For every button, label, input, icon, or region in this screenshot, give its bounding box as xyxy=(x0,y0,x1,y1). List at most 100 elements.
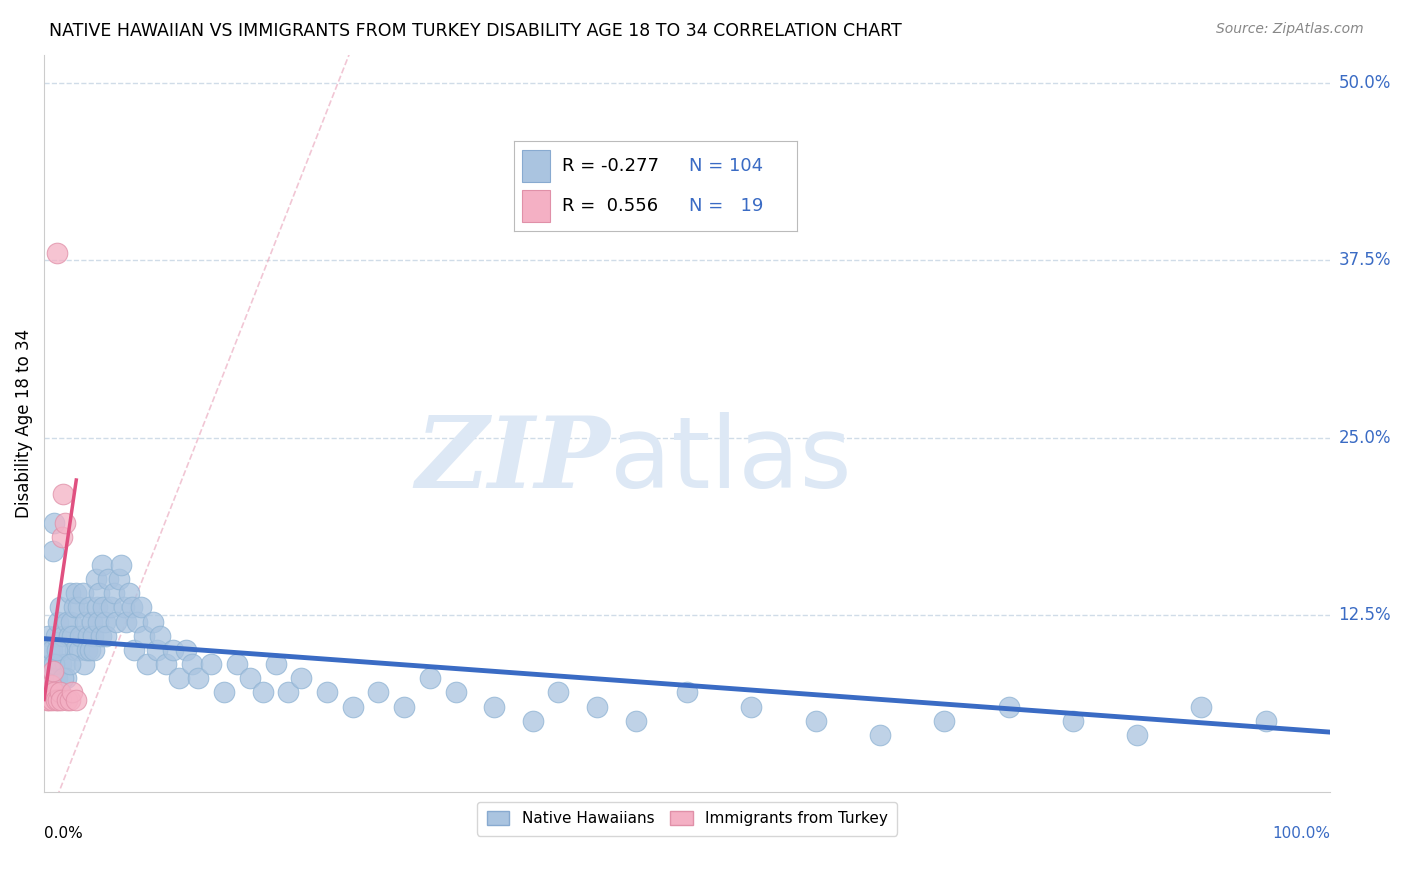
Point xyxy=(239,671,262,685)
Point xyxy=(136,657,159,672)
Point xyxy=(122,643,145,657)
Point xyxy=(162,643,184,657)
Point xyxy=(52,671,75,685)
Point xyxy=(58,629,80,643)
Point xyxy=(121,600,143,615)
Point xyxy=(676,685,699,699)
Point xyxy=(1191,699,1213,714)
Point xyxy=(42,664,65,678)
Point xyxy=(91,558,114,572)
Point xyxy=(84,572,107,586)
Point xyxy=(167,671,190,685)
Point xyxy=(53,657,76,672)
Point xyxy=(97,572,120,586)
Point xyxy=(60,629,83,643)
Point xyxy=(93,615,115,629)
Point xyxy=(53,516,76,530)
Point xyxy=(212,685,235,699)
Point xyxy=(49,692,72,706)
Point xyxy=(181,657,204,672)
Point xyxy=(277,685,299,699)
Point xyxy=(444,685,467,699)
Point xyxy=(91,600,114,615)
Point xyxy=(76,629,98,643)
Point xyxy=(41,692,63,706)
Point xyxy=(80,615,103,629)
Point xyxy=(118,586,141,600)
Point xyxy=(35,692,58,706)
Point xyxy=(37,629,59,643)
Point xyxy=(56,692,79,706)
Text: ZIP: ZIP xyxy=(415,412,610,508)
Point xyxy=(72,586,94,600)
Point xyxy=(100,600,122,615)
Point xyxy=(200,657,222,672)
Point xyxy=(342,699,364,714)
Text: NATIVE HAWAIIAN VS IMMIGRANTS FROM TURKEY DISABILITY AGE 18 TO 34 CORRELATION CH: NATIVE HAWAIIAN VS IMMIGRANTS FROM TURKE… xyxy=(49,22,903,40)
Point xyxy=(934,714,956,728)
Point xyxy=(39,671,62,685)
Point xyxy=(869,728,891,742)
Point xyxy=(62,600,84,615)
Point xyxy=(51,530,73,544)
Text: 100.0%: 100.0% xyxy=(1272,826,1330,841)
Point xyxy=(105,615,128,629)
Point xyxy=(48,600,70,615)
Point xyxy=(76,643,98,657)
Point xyxy=(89,586,111,600)
Point xyxy=(59,692,82,706)
Point xyxy=(115,615,138,629)
Point xyxy=(997,699,1019,714)
Point xyxy=(174,643,197,657)
Point xyxy=(90,629,112,643)
Point xyxy=(60,615,83,629)
Point xyxy=(44,516,66,530)
Point xyxy=(37,685,59,699)
Point xyxy=(87,615,110,629)
Point xyxy=(82,629,104,643)
Point xyxy=(41,643,63,657)
Point xyxy=(392,699,415,714)
Point xyxy=(155,657,177,672)
FancyBboxPatch shape xyxy=(522,191,550,222)
Point xyxy=(55,671,77,685)
Point xyxy=(66,600,89,615)
Point xyxy=(73,657,96,672)
Text: R =  0.556: R = 0.556 xyxy=(562,197,658,215)
Point xyxy=(110,558,132,572)
Point xyxy=(46,692,69,706)
Point xyxy=(804,714,827,728)
Point xyxy=(94,629,117,643)
Point xyxy=(46,246,69,260)
Text: 37.5%: 37.5% xyxy=(1339,252,1391,269)
Text: 0.0%: 0.0% xyxy=(44,826,83,841)
Point xyxy=(740,699,762,714)
Point xyxy=(46,643,69,657)
Point xyxy=(586,699,609,714)
Point xyxy=(316,685,339,699)
Point xyxy=(63,643,86,657)
Point xyxy=(264,657,287,672)
Point xyxy=(52,629,75,643)
Point xyxy=(1126,728,1149,742)
Point xyxy=(226,657,249,672)
Point xyxy=(77,600,100,615)
Point xyxy=(48,685,70,699)
Point xyxy=(39,678,62,692)
Point xyxy=(46,671,69,685)
Point xyxy=(45,629,67,643)
Y-axis label: Disability Age 18 to 34: Disability Age 18 to 34 xyxy=(15,329,32,518)
Point xyxy=(79,643,101,657)
Text: N = 104: N = 104 xyxy=(689,157,763,175)
Point xyxy=(482,699,505,714)
Text: Source: ZipAtlas.com: Source: ZipAtlas.com xyxy=(1216,22,1364,37)
Point xyxy=(146,643,169,657)
Point xyxy=(39,657,62,672)
FancyBboxPatch shape xyxy=(522,151,550,182)
Point xyxy=(83,643,105,657)
Point xyxy=(547,685,569,699)
Point xyxy=(59,657,82,672)
Point xyxy=(44,685,66,699)
Point xyxy=(46,615,69,629)
Point xyxy=(624,714,647,728)
